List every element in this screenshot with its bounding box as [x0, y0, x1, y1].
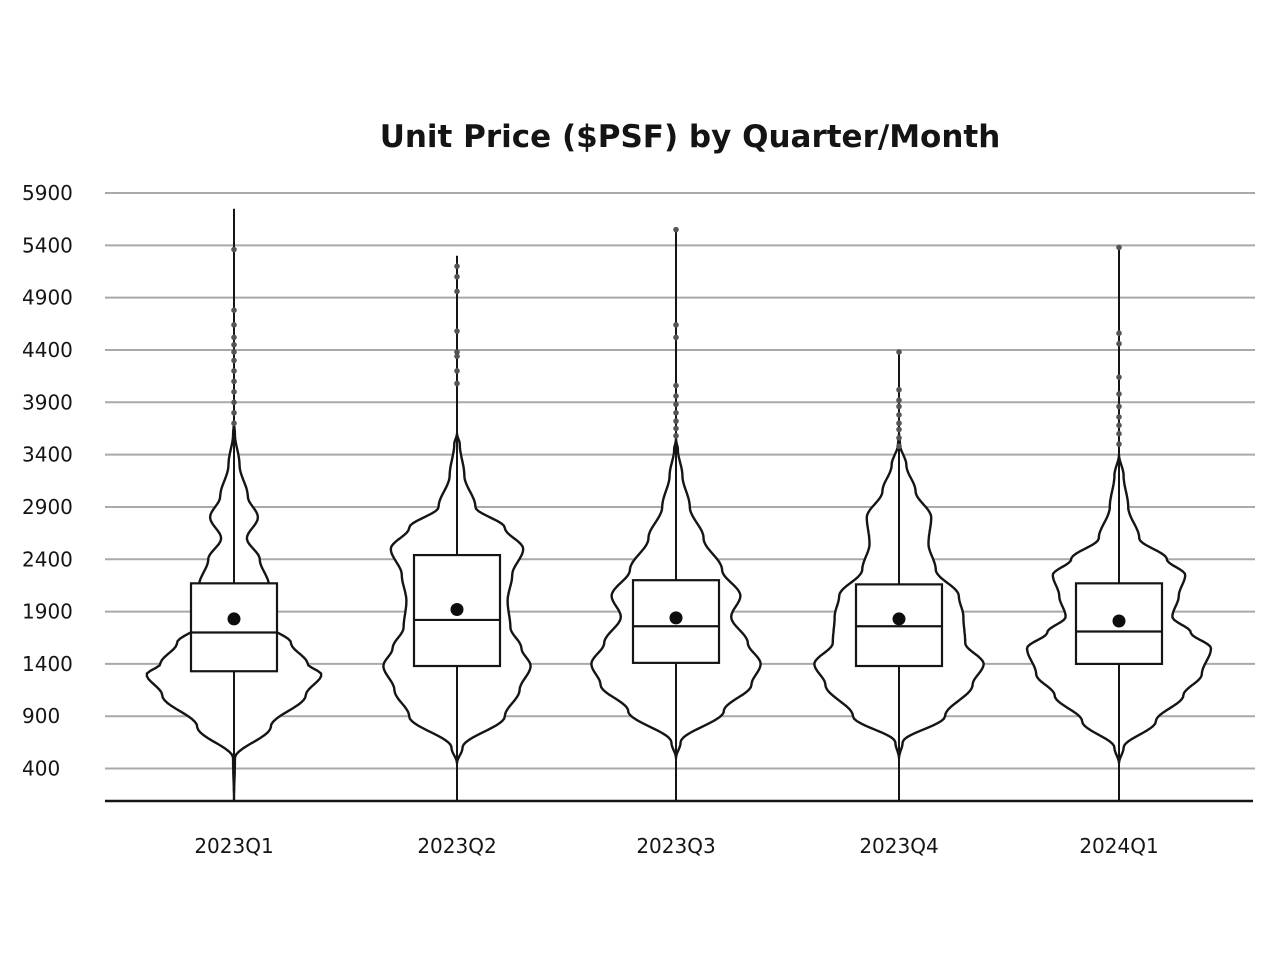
x-tick-label: 2023Q2 — [417, 834, 496, 858]
outlier-point — [896, 403, 902, 410]
y-tick-label: 3900 — [22, 390, 73, 414]
y-tick-label: 1900 — [22, 600, 73, 624]
outlier-point — [673, 409, 679, 416]
y-tick-label: 2400 — [22, 547, 73, 571]
y-tick-label: 4400 — [22, 338, 73, 362]
outlier-point — [454, 368, 460, 374]
outlier-point — [454, 328, 460, 334]
outlier-point — [231, 420, 237, 427]
outlier-point — [1116, 374, 1122, 380]
mean-marker — [450, 602, 464, 616]
mean-marker — [227, 612, 241, 626]
y-tick-label: 400 — [22, 757, 60, 781]
outlier-point — [673, 226, 679, 233]
outlier-point — [1116, 441, 1122, 447]
outlier-point — [231, 368, 237, 374]
iqr-box — [189, 582, 279, 673]
outlier-point — [231, 349, 237, 355]
outlier-point — [231, 334, 237, 341]
y-axis-ticks: 5900 5400 4900 4400 3900 3400 2900 2400 1900 1400… — [22, 181, 73, 781]
outlier-point — [231, 341, 237, 348]
violin-2023Q3 — [590, 226, 762, 800]
outlier-point — [231, 399, 237, 406]
y-tick-label: 2900 — [22, 495, 73, 519]
outlier-point — [454, 380, 460, 387]
violin-2023Q4 — [813, 349, 985, 800]
outlier-point — [673, 322, 679, 328]
x-tick-label: 2023Q1 — [194, 834, 273, 858]
outlier-point — [1116, 340, 1122, 347]
outlier-point — [896, 420, 902, 427]
outlier-point — [231, 246, 237, 253]
chart-title: Unit Price ($PSF) by Quarter/Month — [380, 119, 1001, 155]
outlier-point — [231, 409, 237, 416]
outlier-point — [1116, 403, 1122, 410]
outlier-point — [673, 425, 679, 432]
x-tick-label: 2024Q1 — [1079, 834, 1158, 858]
outlier-point — [231, 307, 237, 314]
y-tick-label: 4900 — [22, 286, 73, 310]
y-tick-label: 3400 — [22, 443, 73, 467]
outlier-point — [231, 357, 237, 364]
outlier-point — [1116, 422, 1122, 429]
outlier-point — [896, 443, 902, 450]
outlier-point — [1116, 430, 1122, 437]
outlier-point — [896, 426, 902, 433]
outlier-point — [896, 397, 902, 404]
x-tick-label: 2023Q3 — [636, 834, 715, 858]
outlier-point — [673, 418, 679, 424]
mean-marker — [892, 612, 906, 626]
mean-marker — [1112, 614, 1126, 628]
outlier-point — [896, 412, 902, 418]
outlier-point — [1116, 391, 1122, 397]
outlier-point — [454, 349, 460, 355]
outlier-point — [231, 378, 237, 385]
violins — [145, 208, 1213, 802]
outlier-point — [454, 288, 460, 295]
outlier-point — [673, 432, 679, 439]
y-tick-label: 1400 — [22, 652, 73, 676]
y-tick-label: 5900 — [22, 181, 73, 205]
outlier-point — [1116, 330, 1122, 337]
outlier-point — [454, 353, 460, 360]
outlier-point — [231, 322, 237, 328]
outlier-point — [454, 263, 460, 270]
y-tick-label: 900 — [22, 704, 60, 728]
violin-2023Q1 — [145, 208, 323, 802]
outlier-point — [1116, 414, 1122, 420]
outlier-point — [896, 386, 902, 393]
mean-marker — [669, 611, 683, 625]
outlier-point — [673, 401, 679, 408]
violin-2024Q1 — [1025, 244, 1213, 800]
outlier-point — [454, 273, 460, 280]
outlier-point — [673, 382, 679, 389]
outlier-point — [673, 393, 679, 399]
outlier-point — [896, 435, 902, 441]
outlier-point — [1116, 244, 1122, 251]
outlier-point — [673, 334, 679, 341]
x-axis-ticks: 2023Q1 2023Q2 2023Q3 2023Q4 2024Q1 — [194, 834, 1158, 858]
outlier-point — [896, 349, 902, 355]
y-tick-label: 5400 — [22, 233, 73, 257]
x-tick-label: 2023Q4 — [859, 834, 938, 858]
iqr-box — [1074, 582, 1164, 666]
outlier-point — [231, 389, 237, 395]
violin-2023Q2 — [382, 255, 532, 800]
